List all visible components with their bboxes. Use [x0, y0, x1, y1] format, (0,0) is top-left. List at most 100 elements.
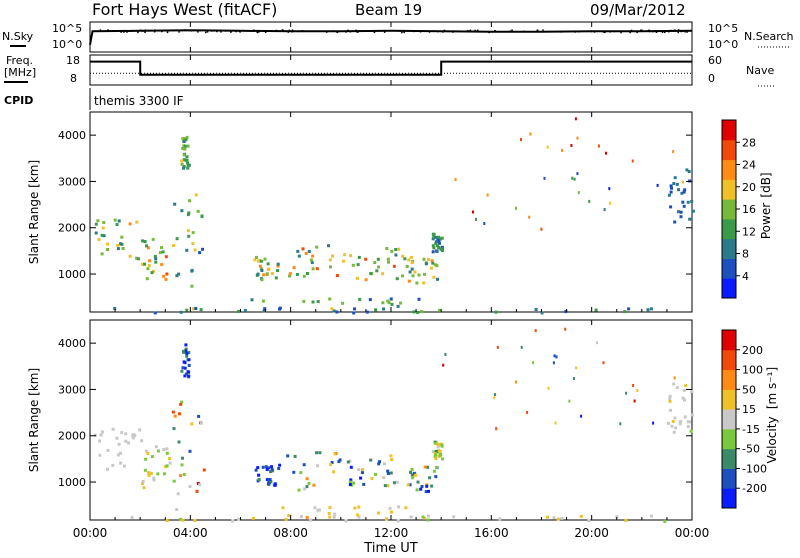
nsky-point	[239, 31, 241, 33]
nsky-point	[647, 30, 650, 32]
range-cell	[274, 276, 278, 280]
range-cell	[195, 489, 199, 493]
range-cell	[672, 382, 676, 386]
range-cell	[309, 518, 312, 522]
range-cell	[175, 508, 179, 511]
colorbar-tick-label: 20	[742, 181, 756, 194]
range-cell	[111, 463, 115, 467]
range-cell	[414, 473, 417, 477]
colorbar-tick-label: 200	[742, 344, 763, 357]
nsky-point	[674, 29, 676, 32]
range-cell	[184, 343, 188, 347]
nsky-point	[232, 29, 234, 32]
nsky-point	[144, 29, 147, 31]
range-cell	[253, 258, 257, 262]
colorbar-swatch	[722, 218, 736, 240]
range-cell	[423, 465, 427, 469]
nsky-point	[99, 29, 102, 31]
range-cell	[329, 265, 332, 269]
range-cell	[360, 471, 364, 475]
range-cell	[631, 159, 634, 163]
range-cell	[330, 461, 334, 464]
range-cell	[140, 482, 144, 485]
range-cell	[194, 307, 198, 310]
nsearch-label: N.Search	[744, 30, 794, 43]
range-cell	[625, 391, 628, 395]
beam-label: Beam 19	[355, 1, 422, 19]
range-cell	[315, 245, 319, 249]
range-cell	[128, 254, 132, 258]
range-cell	[100, 233, 104, 237]
nsky-point	[686, 31, 688, 33]
nsky-scatter	[99, 29, 688, 34]
range-cell	[373, 261, 377, 264]
nsky-point	[677, 29, 680, 31]
nsky-point	[291, 31, 293, 33]
nsky-point	[668, 30, 671, 32]
range-cell	[361, 468, 365, 472]
range-cell	[310, 261, 314, 265]
nsky-point	[536, 30, 539, 33]
x-tick-label: 12:00	[374, 526, 409, 540]
nsky-point	[168, 29, 170, 32]
range-cell	[287, 514, 291, 518]
range-cell	[415, 488, 419, 492]
nsky-point	[428, 31, 431, 33]
range-cell	[307, 482, 311, 485]
nsky-point	[332, 30, 334, 32]
nsky-point	[574, 31, 577, 33]
range-cell	[193, 519, 197, 523]
range-cell	[160, 263, 164, 267]
range-cell	[369, 458, 373, 462]
range-cell	[102, 234, 106, 238]
range-cell	[438, 453, 442, 457]
range-cell	[312, 483, 316, 487]
range-cell	[150, 271, 154, 275]
nsky-point	[684, 31, 686, 33]
range-cell	[437, 240, 441, 244]
colorbar-swatch	[722, 330, 736, 351]
cpid-value: themis 3300 IF	[94, 94, 184, 108]
range-cell	[191, 242, 195, 246]
range-cell	[292, 266, 296, 270]
range-cell	[179, 402, 183, 406]
range-cell	[422, 257, 426, 261]
nsky-point	[336, 31, 338, 34]
range-cell	[435, 244, 439, 248]
freq-tick-low: 8	[70, 72, 77, 85]
range-cell	[191, 231, 195, 235]
range-cell	[403, 257, 407, 261]
colorbar-tick-label: -100	[742, 462, 767, 475]
nave-label: Nave	[746, 64, 774, 77]
range-cell	[409, 515, 413, 519]
range-cell	[237, 517, 241, 521]
range-cell	[270, 467, 274, 471]
nsky-point	[652, 30, 654, 33]
nsky-point	[413, 30, 415, 33]
range-cell	[266, 262, 270, 266]
range-cell	[682, 180, 684, 184]
range-cell	[646, 308, 650, 312]
range-cell	[587, 519, 591, 523]
range-cell	[164, 277, 168, 281]
range-cell	[278, 463, 282, 467]
range-cell	[431, 250, 435, 254]
range-cell	[356, 276, 359, 280]
range-cell	[142, 486, 146, 490]
colorbar-swatch	[722, 389, 736, 410]
range-cell	[436, 442, 440, 446]
range-cell	[172, 479, 176, 483]
range-cell	[404, 506, 408, 510]
range-cell	[182, 153, 186, 157]
range-cell	[690, 413, 694, 417]
nsky-point	[253, 29, 255, 31]
power-panel: 1000 2000 3000 4000 Slant Range [km]	[27, 111, 695, 315]
range-cell	[186, 213, 190, 217]
range-cell	[181, 518, 185, 522]
nsky-point	[511, 29, 513, 31]
nsky-point	[613, 30, 616, 33]
range-cell	[352, 481, 356, 485]
range-cell	[106, 248, 109, 251]
nsky-point	[215, 29, 218, 32]
range-cell	[353, 307, 357, 311]
